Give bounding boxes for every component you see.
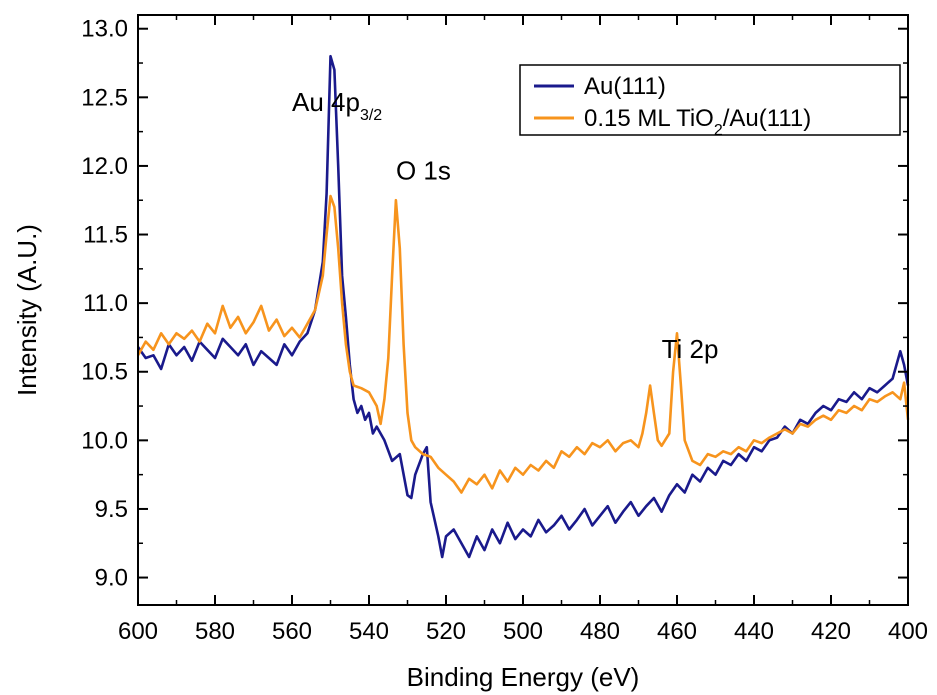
x-tick-label: 420	[811, 618, 851, 645]
x-tick-label: 580	[195, 618, 235, 645]
legend-label: 0.15 ML TiO2/Au(111)	[584, 105, 811, 139]
y-tick-label: 12.0	[81, 153, 128, 180]
y-tick-label: 9.0	[95, 565, 128, 592]
x-tick-label: 400	[888, 618, 928, 645]
y-tick-label: 11.0	[83, 290, 128, 317]
y-tick-label: 10.0	[81, 427, 128, 454]
x-tick-label: 500	[503, 618, 543, 645]
legend-box	[519, 64, 901, 136]
y-axis-title: Intensity (A.U.)	[12, 224, 42, 396]
x-tick-label: 560	[272, 618, 312, 645]
y-tick-label: 13.0	[81, 16, 128, 43]
x-tick-label: 600	[118, 618, 158, 645]
legend: Au(111) 0.15 ML TiO2/Au(111)	[519, 64, 901, 139]
annotation-o1s: O 1s	[396, 156, 451, 186]
y-tick-label: 10.5	[81, 359, 128, 386]
x-tick-label: 460	[657, 618, 697, 645]
series-line-au111	[136, 54, 910, 559]
x-axis-title: Binding Energy (eV)	[407, 662, 640, 692]
y-tick-label: 12.5	[81, 84, 128, 111]
y-tick-label: 11.5	[83, 222, 128, 249]
x-tick-label: 480	[580, 618, 620, 645]
series-layer	[136, 54, 910, 559]
x-tick-label: 520	[426, 618, 466, 645]
series-line-tio2-au111	[136, 194, 910, 494]
x-tick-label: 540	[349, 618, 389, 645]
annotation-ti2p: Ti 2p	[662, 334, 719, 364]
ticks-layer: 600 580 560 540 520 500 480 460 440 420 400 9.0 9.5 1…	[81, 15, 928, 645]
legend-items: Au(111) 0.15 ML TiO2/Au(111)	[534, 73, 811, 139]
x-tick-label: 440	[734, 618, 774, 645]
y-tick-label: 9.5	[95, 496, 128, 523]
legend-label: Au(111)	[584, 73, 666, 100]
